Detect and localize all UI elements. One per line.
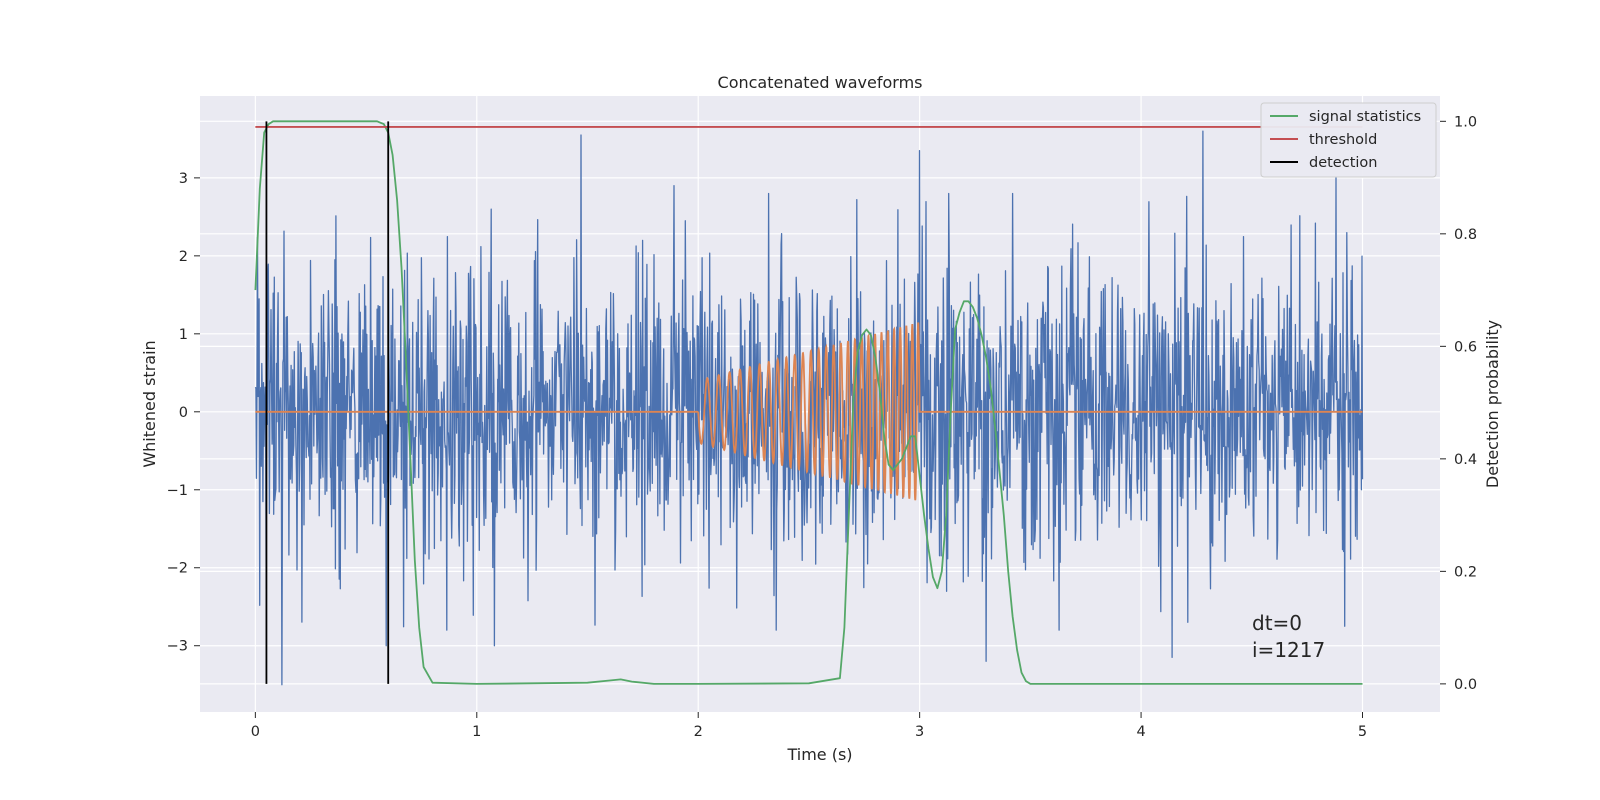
annotation-i: i=1217 [1252,638,1325,662]
legend-label-signal: signal statistics [1309,109,1421,125]
y-tick-label: 1 [179,327,188,343]
y2-tick-label: 0.4 [1454,452,1477,468]
x-axis-label: Time (s) [786,745,852,764]
legend-label-detection: detection [1309,155,1377,171]
data-layer [254,120,1364,686]
y-tick-label: 3 [179,171,188,187]
axes: 0 1 2 3 4 5 −3 −2 −1 0 1 2 3 0.0 0.2 0.4 0.6 0.8 1.0 [167,114,1477,740]
y2-tick-label: 0.0 [1454,677,1477,693]
y2-tick-label: 1.0 [1454,114,1477,130]
x-tick-label: 0 [251,724,260,740]
series-injected-waveform-line [255,322,1363,501]
y-axis-label: Whitened strain [140,340,159,467]
y2-tick-label: 0.6 [1454,339,1477,355]
series-signal-statistics-line [254,120,1363,685]
x-tick-label: 3 [915,724,924,740]
y2-tick-label: 0.2 [1454,564,1477,580]
legend-label-threshold: threshold [1309,132,1377,148]
x-tick-label: 2 [694,724,703,740]
y-tick-label: −3 [167,639,188,655]
legend: signal statistics threshold detection [1260,102,1437,178]
annotation-dt: dt=0 [1252,611,1302,635]
y-tick-label: 2 [179,249,188,265]
y-tick-label: 0 [179,405,188,421]
x-tick-label: 4 [1136,724,1145,740]
series-strain-line [254,130,1364,686]
y2-tick-label: 0.8 [1454,227,1477,243]
x-tick-label: 1 [472,724,481,740]
y2-axis-label: Detection probability [1483,320,1502,488]
y-tick-label: −1 [167,483,188,499]
chart-title: Concatenated waveforms [718,73,923,92]
legend-box [1260,102,1437,178]
y-tick-label: −2 [167,561,188,577]
x-tick-label: 5 [1358,724,1367,740]
